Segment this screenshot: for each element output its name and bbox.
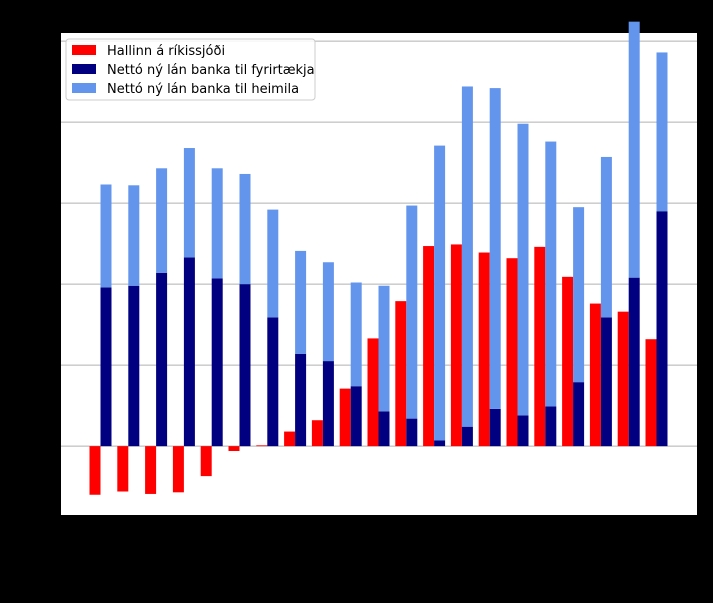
bar-fyrirtaekja	[656, 211, 668, 447]
bars	[89, 21, 668, 495]
bar-fyrirtaekja	[378, 411, 390, 447]
bar-hallinn	[395, 301, 407, 447]
bar-heimila	[100, 184, 112, 288]
bar-heimila	[267, 209, 279, 318]
bar-hallinn	[645, 339, 657, 447]
bar-hallinn	[589, 303, 601, 447]
bar-fyrirtaekja	[350, 386, 362, 447]
bar-hallinn	[450, 244, 462, 447]
bar-fyrirtaekja	[156, 272, 168, 447]
bar-heimila	[378, 285, 390, 412]
legend-swatch	[72, 64, 96, 74]
bar-hallinn	[89, 446, 101, 495]
bar-hallinn	[284, 431, 296, 447]
bar-hallinn	[339, 388, 351, 447]
bar-hallinn	[423, 246, 435, 447]
bar-fyrirtaekja	[517, 415, 529, 447]
legend-swatch	[72, 45, 96, 55]
bar-hallinn	[256, 445, 268, 447]
bar-hallinn	[534, 246, 546, 447]
bar-fyrirtaekja	[628, 277, 640, 447]
legend-box	[65, 38, 316, 101]
legend-label: Hallinn á ríkissjóði	[107, 44, 225, 59]
bar-fyrirtaekja	[573, 382, 585, 447]
legend-swatch	[72, 83, 96, 93]
bar-heimila	[517, 123, 529, 416]
bar-hallinn	[145, 446, 157, 494]
bar-hallinn	[506, 258, 518, 447]
bar-heimila	[128, 185, 140, 286]
bar-heimila	[600, 156, 612, 318]
bar-heimila	[183, 148, 195, 258]
bar-hallinn	[228, 446, 240, 452]
bar-heimila	[211, 168, 223, 279]
legend: Hallinn á ríkissjóði Nettó ný lán banka t…	[65, 38, 316, 101]
bar-heimila	[295, 250, 307, 354]
bar-heimila	[350, 282, 362, 387]
bar-heimila	[489, 88, 501, 409]
bar-fyrirtaekja	[461, 426, 473, 447]
bar-fyrirtaekja	[406, 418, 418, 447]
bar-fyrirtaekja	[267, 317, 279, 447]
bar-fyrirtaekja	[489, 408, 501, 447]
bar-heimila	[239, 173, 251, 285]
bar-heimila	[628, 21, 640, 278]
bar-hallinn	[617, 311, 629, 447]
bar-fyrirtaekja	[434, 440, 446, 447]
bar-heimila	[322, 262, 334, 362]
bar-heimila	[656, 52, 668, 212]
bar-hallinn	[367, 338, 379, 447]
bar-hallinn	[117, 446, 129, 492]
bar-heimila	[434, 145, 446, 441]
bar-heimila	[156, 168, 168, 273]
bar-fyrirtaekja	[100, 287, 112, 447]
bar-fyrirtaekja	[239, 284, 251, 447]
bar-fyrirtaekja	[128, 285, 140, 447]
bar-hallinn	[478, 252, 490, 447]
bar-fyrirtaekja	[211, 278, 223, 447]
bar-fyrirtaekja	[322, 361, 334, 447]
bar-hallinn	[200, 446, 212, 477]
legend-label: Nettó ný lán banka til fyrirtækja	[107, 63, 315, 78]
bar-heimila	[545, 141, 557, 407]
legend-label: Nettó ný lán banka til heimila	[107, 82, 299, 97]
bar-fyrirtaekja	[600, 317, 612, 447]
bar-heimila	[406, 205, 418, 419]
bar-fyrirtaekja	[545, 406, 557, 447]
bar-fyrirtaekja	[295, 353, 307, 447]
bar-fyrirtaekja	[183, 257, 195, 447]
bar-heimila	[573, 207, 585, 383]
bar-hallinn	[172, 446, 184, 493]
bar-heimila	[461, 86, 473, 427]
bar-hallinn	[311, 420, 323, 447]
bar-hallinn	[562, 276, 574, 447]
